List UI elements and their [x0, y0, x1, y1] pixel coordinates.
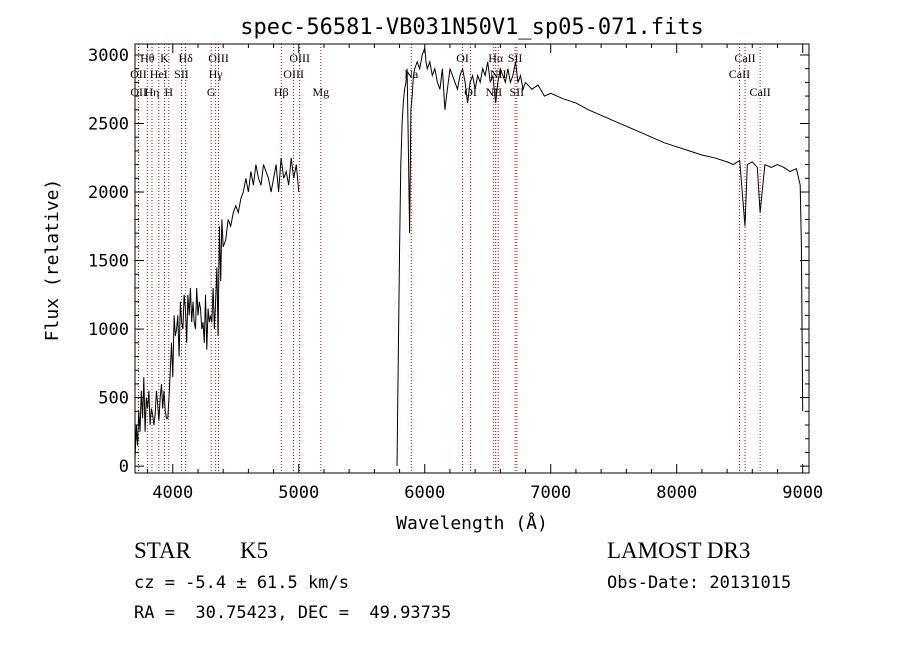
line-label-3: HeI	[150, 67, 168, 81]
y-tick-label-2000: 2000	[88, 183, 129, 203]
plot-frame	[134, 43, 810, 474]
x-tick-label-4000: 4000	[152, 483, 193, 503]
chart-title: spec-56581-VB031N50V1_sp05-071.fits	[240, 15, 704, 40]
line-label-6: SII	[174, 67, 189, 81]
line-label-20: SII	[508, 51, 523, 65]
line-label-21: NII	[490, 67, 507, 81]
line-label-16: Na	[404, 67, 419, 81]
x-axis-ticks: 4000 5000 6000 7000 8000 9000	[147, 44, 823, 503]
x-tick-label-9000: 9000	[782, 483, 823, 503]
line-label-13: OIII	[283, 67, 304, 81]
spectrum-series	[134, 47, 804, 467]
line-label-8: Hδ	[178, 51, 193, 65]
redshift-velocity: cz = -5.4 ± 61.5 km/s	[134, 573, 349, 593]
spectrum-blue-segment	[134, 157, 300, 460]
y-tick-label-500: 500	[98, 389, 129, 409]
line-label-5: K	[160, 51, 169, 65]
x-tick-label-6000: 6000	[404, 483, 445, 503]
line-label-26: CaII	[749, 85, 770, 99]
line-label-15: Mg	[312, 85, 329, 99]
line-label-11: G	[207, 85, 216, 99]
line-label-18: OI	[464, 85, 477, 99]
y-tick-label-1000: 1000	[88, 320, 129, 340]
y-axis-label: Flux (relative)	[42, 179, 63, 342]
observation-date: Obs-Date: 20131015	[607, 573, 792, 593]
spectral-line-markers	[137, 44, 761, 473]
line-label-23: SII	[510, 85, 525, 99]
line-label-9: OIII	[208, 51, 229, 65]
line-label-0: Hθ	[140, 51, 155, 65]
line-label-14: Hβ	[274, 85, 289, 99]
object-class: STAR	[134, 538, 191, 563]
line-label-10: Hγ	[209, 67, 224, 81]
sky-coordinates: RA = 30.75423, DEC = 49.93735	[134, 603, 452, 623]
y-tick-label-2500: 2500	[88, 114, 129, 134]
line-label-1: OII	[130, 67, 147, 81]
x-tick-label-8000: 8000	[656, 483, 697, 503]
x-tick-label-7000: 7000	[530, 483, 571, 503]
spectrum-red-segment	[396, 47, 804, 467]
y-tick-label-1500: 1500	[88, 252, 129, 272]
line-label-17: OI	[456, 51, 469, 65]
line-label-4: Hη	[145, 85, 160, 99]
line-label-24: CaII	[734, 51, 755, 65]
line-label-25: CaII	[729, 67, 750, 81]
line-label-22: NII	[485, 85, 502, 99]
y-tick-label-0: 0	[119, 457, 129, 477]
x-axis-label: Wavelength (Å)	[396, 512, 548, 534]
object-subclass: K5	[240, 538, 269, 563]
line-label-7: H	[164, 85, 173, 99]
survey-name: LAMOST DR3	[607, 538, 751, 563]
y-axis-ticks: 0 500 1000 1500 2000 2500 3000	[88, 46, 809, 477]
line-label-12: OIII	[289, 51, 310, 65]
line-label-2: OII	[130, 85, 147, 99]
y-tick-label-3000: 3000	[88, 46, 129, 66]
x-tick-label-5000: 5000	[278, 483, 319, 503]
line-label-19: Hα	[488, 51, 504, 65]
